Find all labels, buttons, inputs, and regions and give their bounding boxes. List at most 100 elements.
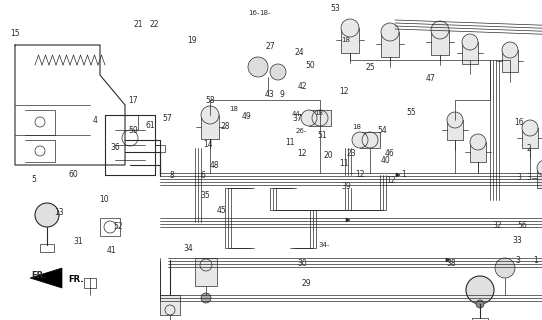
Text: 15: 15 [10, 29, 20, 38]
Text: 34: 34 [184, 244, 193, 253]
Text: 3: 3 [526, 173, 531, 182]
Text: 20: 20 [323, 151, 333, 160]
Text: 21: 21 [133, 20, 143, 28]
Text: 25: 25 [365, 63, 375, 72]
Bar [472, 318, 488, 320]
Text: 3: 3 [517, 173, 521, 182]
Polygon shape [446, 258, 450, 262]
Bar [100, 218, 120, 236]
Text: 6: 6 [201, 171, 205, 180]
Circle shape [466, 276, 494, 304]
Text: 58: 58 [205, 96, 215, 105]
Circle shape [341, 19, 359, 37]
Text: 30: 30 [298, 259, 307, 268]
Text: 10: 10 [99, 195, 109, 204]
Text: FR.: FR. [31, 271, 47, 280]
Circle shape [248, 57, 268, 77]
Circle shape [502, 42, 518, 58]
Text: 18: 18 [341, 37, 350, 43]
Bar [360, 132, 380, 148]
Bar [502, 50, 518, 72]
Circle shape [495, 258, 515, 278]
Text: 18: 18 [230, 107, 238, 112]
Text: 59: 59 [128, 126, 138, 135]
Circle shape [431, 21, 449, 39]
Text: 23: 23 [346, 149, 356, 158]
Bar [522, 128, 538, 148]
Circle shape [381, 23, 399, 41]
Circle shape [270, 64, 286, 80]
Text: 46: 46 [384, 149, 394, 158]
Text: 61: 61 [146, 121, 156, 130]
Text: FR.: FR. [68, 276, 83, 284]
Circle shape [476, 300, 484, 308]
Text: 53: 53 [330, 4, 340, 13]
Text: 12: 12 [298, 149, 307, 158]
Bar [431, 30, 449, 55]
Text: 48: 48 [209, 161, 219, 170]
Text: 45: 45 [216, 206, 226, 215]
Text: 16: 16 [514, 118, 524, 127]
Text: 19: 19 [188, 36, 197, 44]
Text: 55: 55 [406, 108, 416, 117]
Bar [201, 115, 219, 139]
Bar [309, 110, 331, 126]
Text: 5: 5 [31, 175, 36, 184]
Text: 12: 12 [339, 87, 349, 96]
Bar [462, 42, 478, 64]
Text: 41: 41 [106, 246, 116, 255]
Circle shape [352, 132, 368, 148]
Text: 9: 9 [280, 90, 284, 99]
Text: 18-: 18- [259, 11, 270, 16]
Text: 39: 39 [341, 182, 351, 191]
Text: 33: 33 [513, 236, 522, 245]
Text: 32: 32 [493, 221, 502, 230]
Text: 37: 37 [292, 114, 302, 123]
Text: 4: 4 [93, 116, 97, 124]
Text: 16-: 16- [248, 11, 260, 16]
Polygon shape [30, 268, 62, 288]
Bar [195, 258, 217, 286]
Bar [341, 28, 359, 53]
Text: 18: 18 [352, 124, 361, 130]
Text: 35: 35 [200, 191, 210, 200]
Circle shape [522, 120, 538, 136]
Text: 31: 31 [74, 237, 83, 246]
Text: 57: 57 [162, 114, 172, 123]
Text: 49: 49 [242, 112, 251, 121]
Circle shape [35, 203, 59, 227]
Text: 40: 40 [381, 156, 391, 165]
Text: 27: 27 [265, 42, 275, 51]
Text: 13: 13 [54, 208, 63, 217]
Text: 52: 52 [113, 222, 123, 231]
Text: 26-: 26- [295, 128, 306, 133]
Text: 22: 22 [150, 20, 159, 28]
Text: 42: 42 [298, 82, 307, 91]
Circle shape [462, 34, 478, 50]
Bar [160, 295, 180, 315]
Text: 50: 50 [306, 61, 315, 70]
Text: 44-: 44- [292, 111, 302, 116]
Polygon shape [346, 218, 350, 222]
Text: 60: 60 [68, 170, 78, 179]
Text: 3: 3 [515, 256, 520, 265]
Text: 12: 12 [356, 170, 365, 179]
Text: 43: 43 [264, 90, 274, 99]
Text: 54: 54 [377, 126, 387, 135]
Text: 17: 17 [128, 96, 138, 105]
Text: 38: 38 [446, 259, 456, 268]
Circle shape [470, 134, 486, 150]
Bar [84, 278, 96, 288]
Circle shape [447, 112, 463, 128]
Bar [381, 32, 399, 57]
Text: 47: 47 [426, 74, 436, 83]
Text: 51: 51 [318, 131, 327, 140]
Bar [447, 120, 463, 140]
Circle shape [201, 106, 219, 124]
Text: 12: 12 [386, 176, 396, 185]
Text: 36: 36 [110, 143, 120, 152]
Polygon shape [396, 173, 400, 177]
Text: 18: 18 [314, 110, 323, 116]
Circle shape [301, 110, 317, 126]
Text: 56: 56 [517, 221, 527, 230]
